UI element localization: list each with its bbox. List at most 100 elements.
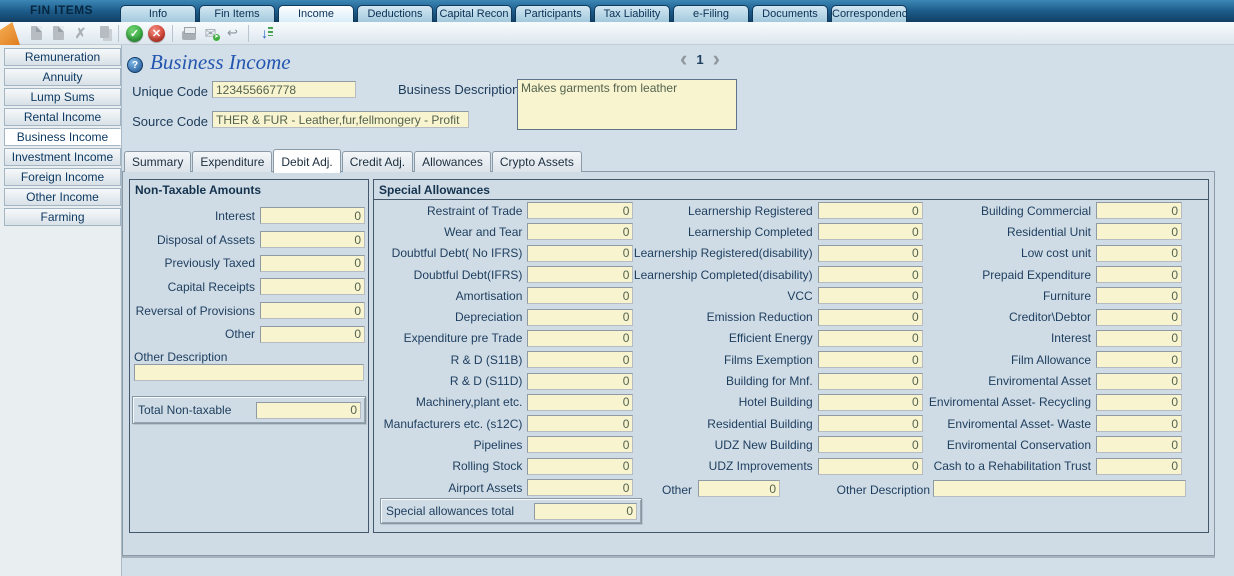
field-row: Capital Receipts	[130, 275, 368, 299]
amount-input[interactable]	[527, 436, 634, 454]
special-allowances-group: Special Allowances Restraint of Trade We…	[373, 179, 1209, 533]
top-tab[interactable]: Tax Liability	[594, 5, 670, 22]
amount-input[interactable]	[817, 393, 923, 411]
amount-input[interactable]	[260, 254, 365, 272]
amount-input[interactable]	[1096, 372, 1182, 390]
amount-input[interactable]	[527, 393, 634, 411]
top-tab[interactable]: Capital Recon	[436, 5, 512, 22]
special-allowances-total-field[interactable]	[534, 502, 637, 520]
print-icon[interactable]	[179, 24, 198, 43]
amount-input[interactable]	[527, 457, 634, 475]
amount-input[interactable]	[527, 415, 634, 433]
next-record-icon[interactable]: ›	[712, 46, 720, 71]
top-tab[interactable]: Documents	[752, 5, 828, 22]
cancel-icon[interactable]: ✕	[147, 24, 166, 43]
top-tab[interactable]: Correspondence	[831, 5, 907, 22]
top-tab[interactable]: Participants	[515, 5, 591, 22]
amount-input[interactable]	[817, 202, 923, 220]
sidebar-item[interactable]: Annuity	[4, 68, 121, 86]
amount-input[interactable]	[1096, 351, 1182, 369]
sub-tab[interactable]: Expenditure	[192, 151, 273, 172]
amount-input[interactable]	[817, 244, 923, 262]
sub-tab[interactable]: Credit Adj.	[341, 151, 414, 172]
sidebar-item[interactable]: Business Income	[4, 128, 121, 146]
amount-input[interactable]	[1096, 287, 1182, 305]
edit-record-icon[interactable]	[49, 24, 68, 43]
sidebar-item[interactable]: Foreign Income	[4, 168, 121, 186]
sub-tab[interactable]: Summary	[124, 151, 192, 172]
top-tab[interactable]: Info	[120, 5, 196, 22]
amount-input[interactable]	[527, 223, 634, 241]
undo-icon[interactable]: ↩	[227, 25, 238, 40]
amount-input[interactable]	[260, 207, 365, 225]
amount-input[interactable]	[260, 231, 365, 249]
sidebar-item[interactable]: Investment Income	[4, 148, 121, 166]
delete-record-icon[interactable]: ✗	[74, 24, 87, 41]
amount-input[interactable]	[817, 266, 923, 284]
new-record-icon[interactable]	[27, 24, 46, 43]
unique-code-field[interactable]	[212, 81, 356, 98]
amount-input[interactable]	[260, 302, 365, 320]
amount-input[interactable]	[817, 457, 923, 475]
field-row: Cash to a Rehabilitation Trust	[923, 456, 1208, 477]
amount-input[interactable]	[1096, 308, 1182, 326]
amount-input[interactable]	[817, 351, 923, 369]
sidebar-item[interactable]: Other Income	[4, 188, 121, 206]
business-description-field[interactable]	[517, 79, 737, 130]
amount-input[interactable]	[527, 329, 634, 347]
sub-tab[interactable]: Crypto Assets	[491, 151, 582, 172]
amount-input[interactable]	[260, 278, 365, 296]
sidebar-item-label: Business Income	[16, 130, 109, 144]
top-tab[interactable]: Fin Items	[199, 5, 275, 22]
amount-input[interactable]	[1096, 415, 1182, 433]
amount-input[interactable]	[1096, 329, 1182, 347]
amount-input[interactable]	[1096, 436, 1182, 454]
amount-input[interactable]	[1096, 266, 1182, 284]
sub-tab[interactable]: Debit Adj.	[273, 149, 341, 173]
top-tab[interactable]: Deductions	[357, 5, 433, 22]
amount-input[interactable]	[817, 436, 923, 454]
amount-input[interactable]	[817, 287, 923, 305]
amount-input[interactable]	[527, 351, 634, 369]
top-tab[interactable]: Income	[278, 5, 354, 22]
sidebar-item[interactable]: Remuneration	[4, 48, 121, 66]
amount-input[interactable]	[527, 372, 634, 390]
prev-record-icon[interactable]: ‹	[680, 46, 688, 71]
sidebar-item[interactable]: Rental Income	[4, 108, 121, 126]
amount-input[interactable]	[817, 308, 923, 326]
amount-input[interactable]	[1096, 244, 1182, 262]
amount-input[interactable]	[817, 372, 923, 390]
export-icon[interactable]: ↓	[255, 24, 274, 43]
amount-input[interactable]	[527, 479, 634, 496]
total-non-taxable-field[interactable]	[256, 401, 361, 419]
field-row: Enviromental Asset- Waste	[923, 413, 1208, 434]
amount-input[interactable]	[1096, 223, 1182, 241]
amount-input[interactable]	[1096, 202, 1182, 220]
sidebar-item[interactable]: Farming	[4, 208, 121, 226]
amount-input[interactable]	[817, 223, 923, 241]
amount-input[interactable]	[817, 329, 923, 347]
other-description-field[interactable]	[134, 364, 364, 381]
amount-input[interactable]	[527, 244, 634, 262]
top-tab[interactable]: e-Filing	[673, 5, 749, 22]
amount-input[interactable]	[260, 325, 365, 343]
amount-input[interactable]	[527, 202, 634, 220]
other-amount-field[interactable]	[698, 480, 780, 497]
accept-icon[interactable]: ✓	[125, 24, 144, 43]
email-icon[interactable]: ✉ ➤	[204, 24, 220, 41]
source-code-field[interactable]	[212, 111, 469, 128]
amount-input[interactable]	[527, 287, 634, 305]
amount-input[interactable]	[527, 308, 634, 326]
amount-input[interactable]	[817, 415, 923, 433]
title-bar: FIN ITEMS Info Fin Items Income Deductio…	[0, 0, 1234, 22]
help-icon[interactable]: ?	[127, 57, 143, 73]
top-tab-label: e-Filing	[692, 8, 730, 20]
amount-input[interactable]	[527, 266, 634, 284]
sub-tab[interactable]: Allowances	[414, 151, 491, 172]
field-label: Expenditure pre Trade	[403, 331, 523, 346]
amount-input[interactable]	[1096, 393, 1182, 411]
amount-input[interactable]	[1096, 457, 1182, 475]
copy-record-icon[interactable]	[93, 24, 112, 43]
other-description-field[interactable]	[933, 480, 1186, 497]
sidebar-item[interactable]: Lump Sums	[4, 88, 121, 106]
